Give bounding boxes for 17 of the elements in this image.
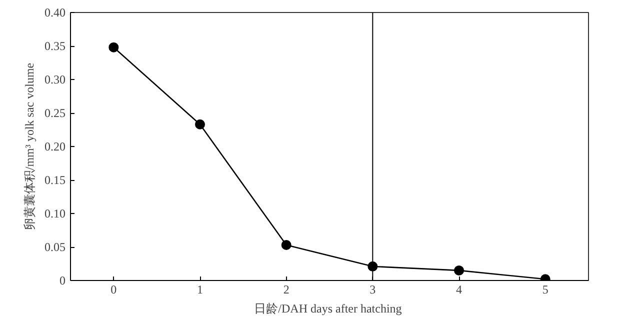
y-tick-label: 0.40 bbox=[44, 6, 66, 20]
y-tick-label: 0.30 bbox=[44, 72, 66, 86]
y-tick-label: 0.35 bbox=[44, 39, 66, 53]
y-tick-label: 0.25 bbox=[44, 106, 66, 120]
y-tick-label: 0.20 bbox=[44, 140, 66, 154]
y-tick-label: 0.10 bbox=[44, 206, 66, 220]
x-tick-label: 2 bbox=[283, 282, 290, 296]
y-tick-label: 0 bbox=[60, 274, 66, 288]
x-tick-label: 3 bbox=[370, 282, 376, 296]
y-tick-label: 0.15 bbox=[44, 173, 66, 187]
x-tick-label: 1 bbox=[197, 282, 203, 296]
y-axis-title: 卵黄囊体积/mm³ yolk sac volume bbox=[22, 62, 36, 230]
x-tick-label: 0 bbox=[110, 282, 117, 296]
x-axis-title: 日龄/DAH days after hatching bbox=[254, 302, 402, 316]
x-tick-label: 4 bbox=[456, 282, 462, 296]
x-tick-label: 5 bbox=[542, 282, 548, 296]
y-tick-label: 0.05 bbox=[44, 240, 66, 254]
